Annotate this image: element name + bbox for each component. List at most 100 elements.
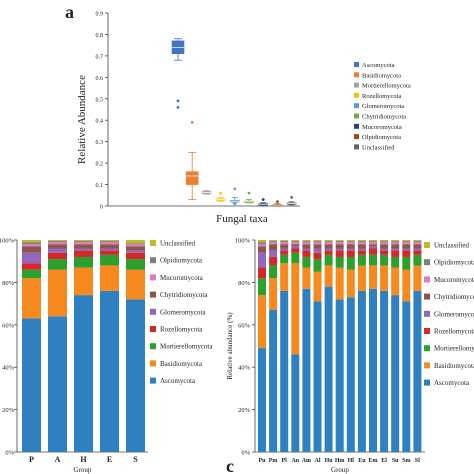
category-label-s: S <box>133 455 138 464</box>
bar-segment-eu-basidiomycota <box>357 265 366 291</box>
legend-swatch-olpidiomycota <box>354 134 359 140</box>
bar-segment-h-mucoromycota <box>74 242 93 245</box>
bar-segment-pm-unclassified <box>269 240 278 242</box>
bar-segment-s-glomeromycota <box>126 250 145 253</box>
bar-segment-p-glomeromycota <box>22 252 41 264</box>
bar-segment-hu-glomeromycota <box>324 248 333 251</box>
bar-segment-sl-mortierellomycota <box>413 254 422 266</box>
bar-segment-el-rozellomycota <box>380 250 389 255</box>
bar-segment-su-mucoromycota <box>391 242 400 245</box>
category-label-eu: Eu <box>358 458 366 464</box>
bar-segment-e-mortierellomycota <box>100 254 119 266</box>
bar-segment-am-rozellomycota <box>302 250 311 257</box>
bar-segment-sm-olpidiomycota <box>402 241 411 243</box>
bar-segment-pl-olpidiomycota <box>280 241 289 243</box>
bar-segment-a-olpidiomycota <box>48 241 67 243</box>
outlier-mucoromycota <box>261 198 265 201</box>
y-axis-label: Relative Abundance <box>76 75 88 164</box>
category-label-em: Em <box>369 458 378 464</box>
bar-segment-s-unclassified <box>126 240 145 244</box>
bar-segment-em-olpidiomycota <box>369 241 377 243</box>
legend-label-olpidiomycota: Olpidiomycota <box>434 259 474 267</box>
bar-segment-s-basidiomycota <box>126 269 145 300</box>
bar-segment-e-unclassified <box>100 240 119 242</box>
bar-segment-pm-rozellomycota <box>269 256 278 266</box>
x-axis-label: Group <box>331 466 349 474</box>
bar-segment-sl-chytridiomycota <box>413 244 422 249</box>
bar-segment-s-mucoromycota <box>126 244 145 247</box>
bar-segment-a-unclassified <box>48 240 67 242</box>
bar-segment-sl-olpidiomycota <box>413 241 422 243</box>
y-tick-label: 80% <box>2 280 15 287</box>
legend-swatch-mortierellomycota <box>150 343 156 350</box>
bar-segment-e-ascomycota <box>100 290 119 452</box>
bar-segment-s-ascomycota <box>126 299 145 452</box>
legend-swatch-basidiomycota <box>424 362 430 369</box>
legend-swatch-rozellomycota <box>150 326 156 332</box>
y-tick-label: 60% <box>2 322 15 329</box>
bar-segment-al-olpidiomycota <box>313 241 322 243</box>
bar-segment-eu-olpidiomycota <box>357 241 366 243</box>
bar-segment-hm-ascomycota <box>335 299 344 452</box>
category-label-el: El <box>381 458 387 464</box>
bar-segment-p-olpidiomycota <box>22 242 41 245</box>
legend-swatch-mucoromycota <box>150 274 156 281</box>
legend-label-glomeromycota: Glomeromycota <box>434 310 474 318</box>
bar-segment-el-olpidiomycota <box>380 241 389 243</box>
bar-segment-e-mucoromycota <box>100 242 119 245</box>
bar-segment-hl-basidiomycota <box>346 269 355 298</box>
bar-segment-h-mortierellomycota <box>74 256 93 268</box>
bar-segment-el-mucoromycota <box>380 242 389 245</box>
category-label-hm: Hm <box>335 458 345 464</box>
bar-segment-h-rozellomycota <box>74 250 93 257</box>
bar-segment-hl-mucoromycota <box>346 242 355 245</box>
bar-segment-pm-chytridiomycota <box>269 244 278 251</box>
bar-segment-al-unclassified <box>313 240 322 242</box>
bar-segment-el-chytridiomycota <box>380 244 389 249</box>
bar-segment-hu-chytridiomycota <box>324 244 333 249</box>
bar-segment-sm-mortierellomycota <box>402 256 411 270</box>
bar-segment-su-mortierellomycota <box>391 256 400 268</box>
outlier-rozellomycota <box>219 191 223 195</box>
y-tick-label: 20% <box>238 407 251 414</box>
legend-swatch-mortierellomycota <box>354 82 359 88</box>
legend-label-ascomycota: Ascomycota <box>434 379 470 387</box>
bar-segment-h-ascomycota <box>74 295 93 452</box>
legend-label-rozellomycota: Rozellomycota <box>160 326 203 334</box>
bar-segment-pm-mortierellomycota <box>269 265 278 279</box>
outlier-ascomycota <box>176 105 180 109</box>
bar-segment-hm-rozellomycota <box>335 250 344 257</box>
legend-swatch-unclassified <box>354 144 359 150</box>
bar-segment-h-olpidiomycota <box>74 241 93 243</box>
bar-segment-al-glomeromycota <box>313 248 322 253</box>
legend-label-rozellomycota: Rozellomycota <box>362 93 401 100</box>
y-axis-label: Relative abundance (%) <box>226 312 234 380</box>
bar-segment-sm-glomeromycota <box>402 248 411 251</box>
y-tick-label: 100% <box>0 238 15 245</box>
category-label-su: Su <box>392 458 399 464</box>
legend-label-olpidiomycota: Olpidiomycota <box>362 134 401 141</box>
bar-segment-pl-unclassified <box>280 240 289 242</box>
bar-segment-pl-basidiomycota <box>280 263 289 291</box>
legend-swatch-chytridiomycota <box>150 291 156 298</box>
y-tick-label: 40% <box>2 365 15 372</box>
bar-segment-am-ascomycota <box>302 288 311 452</box>
bar-segment-sl-ascomycota <box>413 290 422 452</box>
bar-segment-a-mortierellomycota <box>48 259 67 270</box>
bar-segment-s-olpidiomycota <box>126 243 145 245</box>
bar-segment-pu-glomeromycota <box>258 252 266 268</box>
bar-segment-su-chytridiomycota <box>391 244 400 249</box>
bar-segment-hu-unclassified <box>324 240 333 242</box>
y-tick-label: 0 <box>100 205 103 211</box>
legend-swatch-ascomycota <box>354 62 359 67</box>
bar-segment-au-mucoromycota <box>291 242 300 245</box>
y-tick-label: 0.8 <box>96 33 104 39</box>
bar-segment-au-mortierellomycota <box>291 252 300 264</box>
bar-segment-au-chytridiomycota <box>291 244 300 247</box>
legend-label-ascomycota: Ascomycota <box>160 377 196 385</box>
legend-label-basidiomycota: Basidiomycota <box>362 72 401 79</box>
bar-segment-hm-mucoromycota <box>335 242 344 245</box>
bar-segment-hl-chytridiomycota <box>346 244 355 249</box>
category-label-pl: Pl <box>282 458 288 464</box>
y-tick-label: 40% <box>238 365 251 372</box>
